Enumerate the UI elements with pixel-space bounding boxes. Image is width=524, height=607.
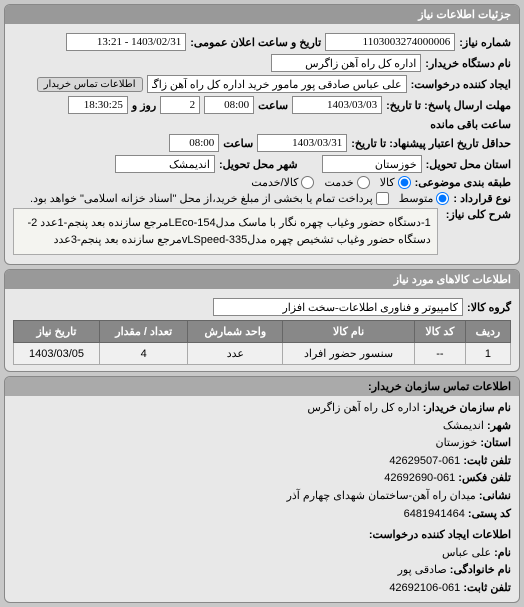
validity-time[interactable] [169,134,219,152]
col-qty: تعداد / مقدار [100,321,188,343]
col-code: کد کالا [414,321,465,343]
city-value[interactable] [115,155,215,173]
group2-value[interactable] [213,298,463,316]
deadline-send-time[interactable] [204,96,254,114]
number-value[interactable] [325,33,455,51]
name-value: علی عباس [442,547,491,559]
address-label: نشانی: [479,490,511,502]
radio-both-label: کالا/خدمت [251,176,298,189]
family-value: صادقی پور [398,564,447,576]
panel3-header: اطلاعات تماس سازمان خریدار: [5,377,519,396]
validity-label: حداقل تاریخ اعتبار پیشنهاد: تا تاریخ: [351,137,511,150]
province-label: استان محل تحویل: [426,158,511,171]
cell-date: 1403/03/05 [14,343,100,365]
fax-value: 061-42692690 [384,472,455,484]
province3-label: استان: [480,437,511,449]
check-treasury-label: پرداخت تمام یا بخشی از مبلغ خرید،از محل … [30,192,373,205]
contact-link-button[interactable]: اطلاعات تماس خریدار [37,77,143,92]
panel2-header: اطلاعات کالاهای مورد نیاز [5,270,519,289]
radio-medium[interactable] [436,192,449,205]
radio-both[interactable] [301,176,314,189]
announce-value[interactable] [66,33,186,51]
cell-idx: 1 [465,343,510,365]
address-value: میدان راه آهن-ساختمان شهدای چهارم آذر [287,490,476,502]
desc-label: شرح کلی نیاز: [446,208,511,221]
name-label: نام: [494,547,511,559]
desc-box: 1-دستگاه حضور وغیاب چهره نگار با ماسک مد… [13,208,438,255]
col-row: ردیف [465,321,510,343]
postal-label: کد پستی: [468,508,511,520]
items-panel: اطلاعات کالاهای مورد نیاز گروه کالا: ردی… [4,269,520,372]
buyer-label: نام دستگاه خریدار: [425,57,511,70]
remain-label: ساعت باقی مانده [430,118,511,131]
time-label-2: ساعت [223,137,253,150]
family-label: نام خانوادگی: [450,564,511,576]
city-label: شهر محل تحویل: [219,158,298,171]
fax-label: تلفن فکس: [458,472,511,484]
remain-time[interactable] [68,96,128,114]
radio-khedmat[interactable] [357,176,370,189]
org-value: اداره کل راه آهن زاگرس [307,402,419,414]
cell-qty: 4 [100,343,188,365]
buyer-value[interactable] [271,54,421,72]
city3-value: اندیمشک [443,420,484,432]
group2-label: گروه کالا: [467,301,511,314]
cell-name: سنسور حضور افراد [283,343,415,365]
radio-kala[interactable] [398,176,411,189]
panel1-header: جزئیات اطلاعات نیاز [5,5,519,24]
deadline-send-date[interactable] [292,96,382,114]
col-name: نام کالا [283,321,415,343]
group-label: طبقه بندی موضوعی: [415,176,511,189]
col-date: تاریخ نیاز [14,321,100,343]
city3-label: شهر: [487,420,511,432]
radio-khedmat-label: خدمت [324,176,353,189]
col-unit: واحد شمارش [188,321,283,343]
cell-code: -- [414,343,465,365]
cost-label: نوع قرارداد : [453,192,511,205]
phone-value: 061-42629507 [389,455,460,467]
tel-label: تلفن ثابت: [463,582,511,594]
validity-date[interactable] [257,134,347,152]
group-radio-group: کالا خدمت کالا/خدمت [251,176,410,189]
radio-medium-label: متوسط [399,192,434,205]
deadline-send-label: مهلت ارسال پاسخ: تا تاریخ: [386,99,511,112]
creator-title: اطلاعات ایجاد کننده درخواست: [13,527,511,545]
requester-label: ایجاد کننده درخواست: [411,78,511,91]
table-row: 1 -- سنسور حضور افراد عدد 4 1403/03/05 [14,343,511,365]
items-table: ردیف کد کالا نام کالا واحد شمارش تعداد /… [13,320,511,365]
postal-value: 6481941464 [404,508,465,520]
tel-value: 061-42692106 [389,582,460,594]
contact-panel: اطلاعات تماس سازمان خریدار: نام سازمان خ… [4,376,520,603]
announce-label: تاریخ و ساعت اعلان عمومی: [190,36,321,49]
province3-value: خوزستان [435,437,477,449]
cell-unit: عدد [188,343,283,365]
days-value[interactable] [160,96,200,114]
day-label: روز و [132,99,156,112]
number-label: شماره نیاز: [459,36,511,49]
time-label-1: ساعت [258,99,288,112]
org-label: نام سازمان خریدار: [423,402,511,414]
requester-value[interactable] [147,75,407,93]
province-value[interactable] [322,155,422,173]
need-details-panel: جزئیات اطلاعات نیاز شماره نیاز: تاریخ و … [4,4,520,265]
phone-label: تلفن ثابت: [463,455,511,467]
radio-kala-label: کالا [380,176,395,189]
cost-radio-group: متوسط پرداخت تمام یا بخشی از مبلغ خرید،ا… [30,192,449,205]
check-treasury[interactable] [376,192,389,205]
